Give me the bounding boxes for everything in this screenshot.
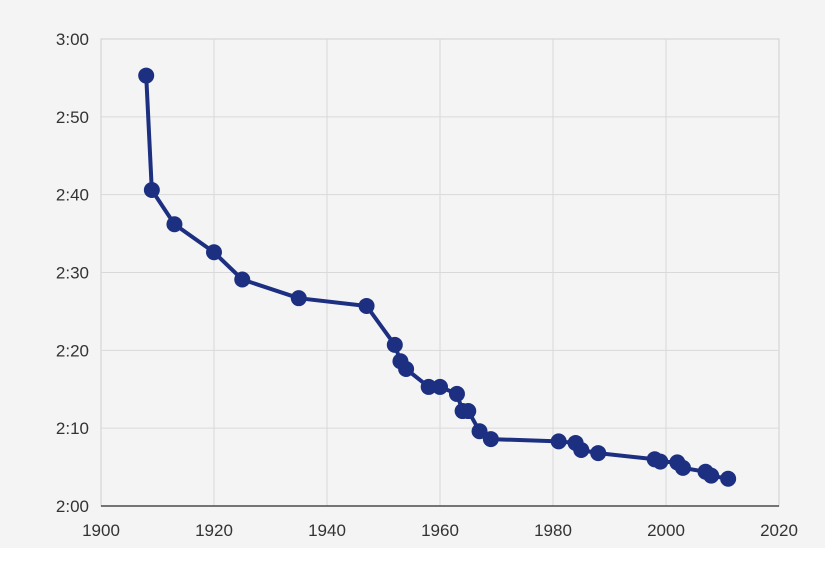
data-point bbox=[590, 445, 607, 462]
data-point bbox=[420, 378, 437, 395]
y-axis-ticks: 2:00 2:10 2:20 2:30 2:40 2:50 3:00 bbox=[56, 30, 89, 516]
y-tick-label: 2:20 bbox=[56, 341, 89, 360]
x-tick-label: 2020 bbox=[760, 521, 798, 540]
x-tick-label: 1960 bbox=[421, 521, 459, 540]
y-tick-label: 3:00 bbox=[56, 30, 89, 49]
data-point bbox=[471, 423, 488, 440]
x-axis-ticks: 1900 1920 1940 1960 1980 2000 2020 bbox=[82, 521, 798, 540]
data-point bbox=[290, 290, 307, 307]
x-tick-label: 1920 bbox=[195, 521, 233, 540]
x-tick-label: 1940 bbox=[308, 521, 346, 540]
line-chart: 1900 1920 1940 1960 1980 2000 2020 2:00 2:10 2:2… bbox=[56, 30, 798, 540]
data-point bbox=[550, 433, 567, 450]
chart-area: 1900 1920 1940 1960 1980 2000 2020 2:00 2:10 2:2… bbox=[0, 0, 825, 548]
data-point bbox=[206, 244, 222, 261]
data-point bbox=[358, 297, 375, 314]
data-point bbox=[652, 453, 669, 470]
data-point bbox=[448, 385, 465, 402]
data-point bbox=[138, 67, 155, 84]
data-point bbox=[573, 441, 590, 458]
y-tick-label: 2:40 bbox=[56, 186, 89, 205]
grid bbox=[101, 39, 779, 506]
data-point bbox=[432, 378, 448, 395]
data-point bbox=[386, 336, 403, 353]
x-tick-label: 1900 bbox=[82, 521, 120, 540]
data-point bbox=[234, 271, 251, 288]
data-point bbox=[166, 216, 183, 233]
series-line bbox=[144, 73, 731, 481]
data-point bbox=[460, 403, 477, 420]
y-tick-label: 2:00 bbox=[56, 497, 89, 516]
data-point bbox=[674, 459, 691, 476]
data-points bbox=[138, 67, 737, 487]
x-tick-label: 1980 bbox=[534, 521, 572, 540]
data-point bbox=[703, 467, 720, 484]
x-tick-label: 2000 bbox=[647, 521, 685, 540]
data-point bbox=[143, 181, 160, 198]
data-point bbox=[482, 431, 499, 448]
y-tick-label: 2:30 bbox=[56, 264, 89, 283]
y-tick-label: 2:10 bbox=[56, 419, 89, 438]
y-tick-label: 2:50 bbox=[56, 108, 89, 127]
data-point bbox=[398, 361, 415, 378]
data-point bbox=[720, 470, 737, 487]
